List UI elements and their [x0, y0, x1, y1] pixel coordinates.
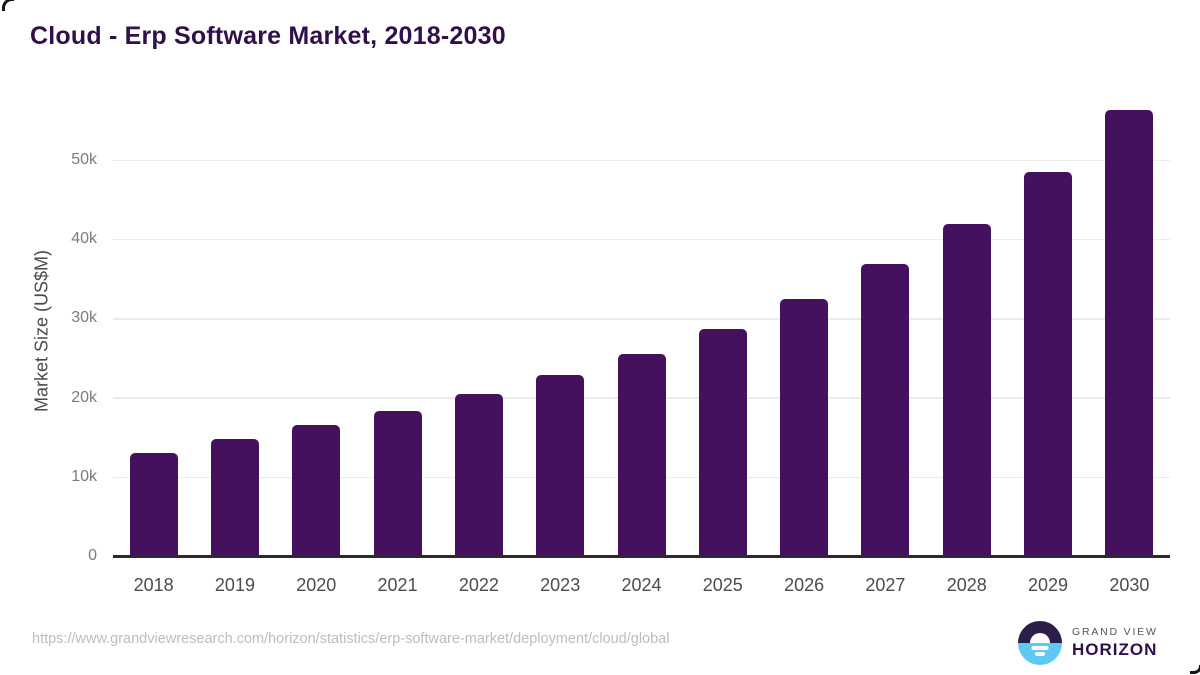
y-tick-label-40k: 40k — [71, 230, 97, 248]
bar-2022 — [454, 394, 503, 558]
logo-sky-half — [1018, 621, 1062, 643]
brand-wordmark: GRAND VIEW HORIZON — [1072, 626, 1158, 660]
bar-2026 — [780, 299, 829, 558]
x-tick-label-2020: 2020 — [296, 575, 337, 595]
bar-2028 — [942, 223, 991, 558]
y-tick-label-0: 0 — [88, 547, 97, 564]
bar-2027 — [861, 264, 910, 558]
x-tick-label-2027: 2027 — [865, 575, 906, 595]
x-tick-label-2028: 2028 — [946, 575, 987, 595]
x-tick-label-2024: 2024 — [621, 575, 662, 595]
chart-title: Cloud - Erp Software Market, 2018-2030 — [30, 22, 506, 50]
x-tick-label-2022: 2022 — [458, 575, 499, 595]
gridline-30k — [113, 318, 1170, 320]
logo-grand-view-text: GRAND VIEW — [1072, 626, 1158, 638]
x-tick-label-2030: 2030 — [1109, 575, 1150, 595]
x-tick-label-2023: 2023 — [540, 575, 581, 595]
bar-2023 — [536, 375, 585, 558]
frame-corner-top-left — [2, 0, 14, 11]
x-tick-label-2026: 2026 — [784, 575, 825, 595]
bar-2018 — [129, 452, 178, 558]
y-tick-label-20k: 20k — [71, 388, 97, 406]
logo-sun-shape — [1030, 633, 1050, 643]
x-tick-label-2021: 2021 — [377, 575, 418, 595]
y-tick-label-50k: 50k — [71, 151, 97, 168]
source-url-link[interactable]: https://www.grandviewresearch.com/horizo… — [32, 631, 670, 647]
sunrise-horizon-icon — [1018, 621, 1062, 665]
logo-reflection-bar-1 — [1031, 646, 1049, 650]
y-tick-label-10k: 10k — [71, 467, 97, 485]
logo-reflection-bar-2 — [1035, 652, 1045, 656]
bar-2029 — [1024, 172, 1073, 558]
bar-2019 — [210, 439, 259, 558]
y-tick-label-30k: 30k — [71, 309, 97, 327]
bar-2024 — [617, 353, 666, 558]
gridline-50k — [113, 159, 1170, 162]
gridline-40k — [113, 238, 1170, 241]
x-tick-label-2019: 2019 — [214, 575, 255, 595]
bar-2020 — [292, 425, 341, 558]
x-tick-label-2029: 2029 — [1028, 575, 1069, 595]
x-tick-label-2018: 2018 — [133, 575, 174, 595]
x-axis-line — [113, 555, 1170, 558]
bar-2021 — [373, 410, 422, 558]
x-tick-label-2025: 2025 — [702, 575, 743, 595]
bar-2025 — [698, 329, 747, 558]
logo-horizon-text: HORIZON — [1072, 640, 1158, 659]
bar-2030 — [1105, 109, 1154, 558]
